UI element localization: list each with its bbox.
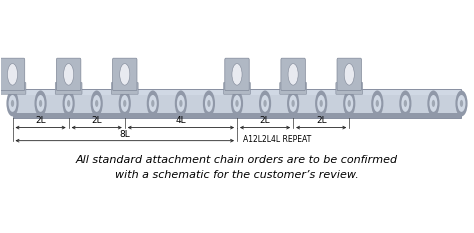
Circle shape bbox=[401, 95, 410, 112]
FancyBboxPatch shape bbox=[280, 82, 307, 94]
Circle shape bbox=[93, 95, 100, 112]
Circle shape bbox=[8, 64, 18, 85]
Circle shape bbox=[432, 100, 435, 107]
Circle shape bbox=[7, 90, 18, 116]
Circle shape bbox=[64, 95, 73, 112]
Circle shape bbox=[292, 100, 295, 107]
Circle shape bbox=[236, 100, 238, 107]
Circle shape bbox=[404, 100, 407, 107]
Circle shape bbox=[118, 90, 131, 116]
Text: 8L: 8L bbox=[119, 130, 130, 139]
FancyBboxPatch shape bbox=[337, 58, 362, 90]
FancyBboxPatch shape bbox=[55, 82, 82, 94]
Circle shape bbox=[120, 64, 130, 85]
Circle shape bbox=[149, 95, 157, 112]
Bar bbox=[12, 113, 462, 117]
Text: All standard attachment chain orders are to be confirmed: All standard attachment chain orders are… bbox=[76, 155, 398, 165]
Text: 2L: 2L bbox=[35, 116, 46, 125]
FancyBboxPatch shape bbox=[378, 92, 405, 115]
Circle shape bbox=[233, 95, 241, 112]
Circle shape bbox=[179, 100, 182, 107]
FancyBboxPatch shape bbox=[265, 92, 292, 115]
Text: 2L: 2L bbox=[91, 116, 102, 125]
Text: 2L: 2L bbox=[260, 116, 270, 125]
Circle shape bbox=[315, 90, 327, 116]
FancyBboxPatch shape bbox=[406, 92, 433, 115]
Circle shape bbox=[429, 95, 438, 112]
FancyBboxPatch shape bbox=[281, 58, 305, 90]
Circle shape bbox=[374, 95, 381, 112]
FancyBboxPatch shape bbox=[350, 92, 377, 115]
FancyBboxPatch shape bbox=[434, 92, 461, 115]
Circle shape bbox=[371, 90, 383, 116]
FancyBboxPatch shape bbox=[0, 58, 25, 90]
Circle shape bbox=[343, 90, 356, 116]
Circle shape bbox=[203, 90, 215, 116]
Text: 2L: 2L bbox=[316, 116, 327, 125]
Circle shape bbox=[36, 95, 45, 112]
Circle shape bbox=[9, 95, 17, 112]
Circle shape bbox=[456, 90, 467, 116]
Circle shape bbox=[35, 90, 46, 116]
Circle shape bbox=[64, 64, 73, 85]
Circle shape bbox=[259, 90, 271, 116]
Circle shape bbox=[345, 95, 353, 112]
Circle shape bbox=[264, 100, 267, 107]
Circle shape bbox=[317, 95, 325, 112]
Circle shape bbox=[175, 90, 187, 116]
Circle shape bbox=[207, 100, 210, 107]
FancyBboxPatch shape bbox=[56, 58, 81, 90]
Circle shape bbox=[289, 95, 297, 112]
FancyBboxPatch shape bbox=[111, 82, 138, 94]
Text: 4L: 4L bbox=[175, 116, 186, 125]
Circle shape bbox=[344, 64, 354, 85]
FancyBboxPatch shape bbox=[153, 92, 181, 115]
FancyBboxPatch shape bbox=[225, 58, 249, 90]
FancyBboxPatch shape bbox=[41, 92, 68, 115]
Circle shape bbox=[11, 100, 14, 107]
Circle shape bbox=[123, 100, 127, 107]
Circle shape bbox=[428, 90, 439, 116]
Circle shape bbox=[287, 90, 299, 116]
Circle shape bbox=[457, 95, 465, 112]
Text: A12L2L4L REPEAT: A12L2L4L REPEAT bbox=[243, 135, 311, 144]
FancyBboxPatch shape bbox=[210, 92, 237, 115]
Circle shape bbox=[121, 95, 129, 112]
Circle shape bbox=[95, 100, 98, 107]
Circle shape bbox=[288, 64, 298, 85]
FancyBboxPatch shape bbox=[13, 92, 40, 115]
FancyBboxPatch shape bbox=[237, 92, 264, 115]
Circle shape bbox=[347, 100, 351, 107]
Circle shape bbox=[147, 90, 159, 116]
Circle shape bbox=[205, 95, 213, 112]
FancyBboxPatch shape bbox=[69, 92, 96, 115]
Circle shape bbox=[39, 100, 42, 107]
FancyBboxPatch shape bbox=[293, 92, 321, 115]
FancyBboxPatch shape bbox=[322, 92, 349, 115]
FancyBboxPatch shape bbox=[182, 92, 209, 115]
FancyBboxPatch shape bbox=[336, 82, 363, 94]
Circle shape bbox=[231, 90, 243, 116]
FancyBboxPatch shape bbox=[224, 82, 250, 94]
Circle shape bbox=[261, 95, 269, 112]
Circle shape bbox=[232, 64, 242, 85]
Circle shape bbox=[91, 90, 103, 116]
FancyBboxPatch shape bbox=[0, 82, 26, 94]
Text: with a schematic for the customer’s review.: with a schematic for the customer’s revi… bbox=[115, 170, 359, 180]
Circle shape bbox=[151, 100, 155, 107]
Circle shape bbox=[399, 90, 411, 116]
FancyBboxPatch shape bbox=[112, 58, 137, 90]
Bar bbox=[12, 90, 462, 95]
Bar bbox=[12, 89, 462, 117]
Circle shape bbox=[460, 100, 463, 107]
Circle shape bbox=[67, 100, 70, 107]
FancyBboxPatch shape bbox=[97, 92, 124, 115]
Circle shape bbox=[63, 90, 75, 116]
Circle shape bbox=[376, 100, 379, 107]
Circle shape bbox=[177, 95, 185, 112]
FancyBboxPatch shape bbox=[125, 92, 152, 115]
Circle shape bbox=[319, 100, 323, 107]
